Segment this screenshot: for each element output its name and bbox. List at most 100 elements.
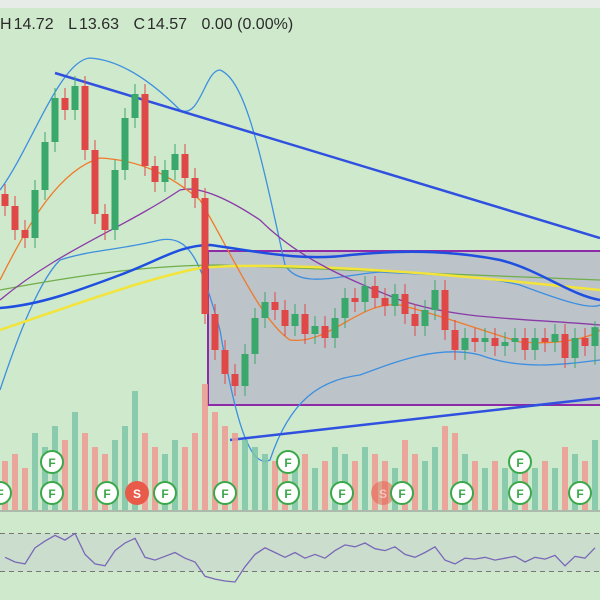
event-label: S bbox=[379, 487, 387, 501]
low-value: 13.63 bbox=[78, 16, 120, 33]
event-label: F bbox=[338, 487, 345, 501]
event-label: F bbox=[398, 487, 405, 501]
rsi-pane bbox=[0, 532, 600, 583]
event-label: F bbox=[516, 456, 523, 470]
candle-body bbox=[221, 350, 229, 374]
event-label: F bbox=[284, 456, 291, 470]
candle-body bbox=[71, 86, 79, 110]
candle-body bbox=[141, 94, 149, 166]
event-marker: F bbox=[450, 481, 474, 505]
candle-body bbox=[91, 150, 99, 214]
change: 0.00 (0.00%) bbox=[201, 16, 294, 33]
candle-body bbox=[511, 338, 519, 342]
ma-orange bbox=[0, 157, 600, 344]
volume-bar bbox=[112, 440, 118, 510]
event-circle bbox=[450, 481, 474, 505]
candle-body bbox=[81, 86, 89, 150]
volume-bar bbox=[552, 468, 558, 510]
volume-bar bbox=[522, 454, 528, 510]
candle-body bbox=[531, 338, 539, 350]
candle-body bbox=[571, 338, 579, 358]
candle-body bbox=[501, 342, 509, 346]
volume-bar bbox=[232, 433, 238, 510]
volume-bar bbox=[82, 433, 88, 510]
volume-bar bbox=[252, 447, 258, 510]
volume-bar bbox=[242, 440, 248, 510]
event-marker: F bbox=[508, 481, 532, 505]
top-bar bbox=[0, 0, 600, 8]
event-marker: F bbox=[213, 481, 237, 505]
candle-body bbox=[441, 290, 449, 330]
candle-body bbox=[461, 338, 469, 350]
event-circle bbox=[153, 481, 177, 505]
close-label: C bbox=[133, 16, 146, 33]
volume-bar bbox=[502, 468, 508, 510]
candle-body bbox=[101, 214, 109, 230]
candle-body bbox=[491, 338, 499, 346]
event-marker: F bbox=[330, 481, 354, 505]
event-label: S bbox=[133, 487, 141, 501]
volume-bar bbox=[332, 447, 338, 510]
candle-body bbox=[271, 302, 279, 310]
candle-body bbox=[201, 198, 209, 314]
volume-bar bbox=[142, 433, 148, 510]
candle-body bbox=[421, 310, 429, 326]
indicators bbox=[0, 57, 600, 462]
candle-body bbox=[181, 154, 189, 178]
candle-body bbox=[1, 194, 9, 206]
volume-bar bbox=[542, 461, 548, 510]
event-label: F bbox=[161, 487, 168, 501]
ohlc-header: H 14.72 L 13.63 C 14.57 0.00 (0.00%) bbox=[0, 16, 295, 34]
volume-bar bbox=[322, 461, 328, 510]
event-marker: F bbox=[276, 481, 300, 505]
volume-bar bbox=[272, 461, 278, 510]
events: FFFFFFSFFFFSFFFF bbox=[0, 450, 592, 505]
candle-body bbox=[411, 314, 419, 326]
ma-purple bbox=[0, 188, 600, 326]
candle-body bbox=[171, 154, 179, 170]
volume-bar bbox=[202, 384, 208, 510]
volume-bar bbox=[442, 426, 448, 510]
candle-body bbox=[331, 318, 339, 338]
event-marker: F bbox=[40, 481, 64, 505]
volume-bar bbox=[72, 412, 78, 510]
candle-body bbox=[251, 318, 259, 354]
event-label: F bbox=[284, 487, 291, 501]
volume-bar bbox=[362, 447, 368, 510]
event-marker: F bbox=[40, 450, 64, 474]
candle-body bbox=[361, 286, 369, 302]
volume-bar bbox=[572, 454, 578, 510]
candle-body bbox=[341, 298, 349, 318]
volume-bar bbox=[312, 468, 318, 510]
candle-body bbox=[451, 330, 459, 350]
volume-bar bbox=[32, 433, 38, 510]
event-label: F bbox=[458, 487, 465, 501]
volume-bar bbox=[352, 461, 358, 510]
candle-body bbox=[41, 142, 49, 190]
volume-bar bbox=[122, 426, 128, 510]
volume-bar bbox=[172, 440, 178, 510]
candle-body bbox=[301, 314, 309, 334]
event-circle bbox=[95, 481, 119, 505]
volume-bar bbox=[222, 426, 228, 510]
volume-bar bbox=[402, 440, 408, 510]
event-marker: F bbox=[508, 450, 532, 474]
candle-body bbox=[401, 294, 409, 314]
candle-body bbox=[241, 354, 249, 386]
candle-body bbox=[321, 326, 329, 338]
candle-body bbox=[281, 310, 289, 326]
high-value: 14.72 bbox=[13, 16, 54, 33]
volume-bar bbox=[62, 440, 68, 510]
candle-body bbox=[191, 178, 199, 198]
event-circle bbox=[213, 481, 237, 505]
candle-body bbox=[151, 166, 159, 182]
candle-body bbox=[211, 314, 219, 350]
candle-body bbox=[11, 206, 19, 230]
candle-body bbox=[581, 338, 589, 346]
candles bbox=[1, 76, 599, 396]
volume-bar bbox=[482, 468, 488, 510]
range-box bbox=[207, 250, 600, 406]
event-marker: F bbox=[0, 481, 12, 505]
